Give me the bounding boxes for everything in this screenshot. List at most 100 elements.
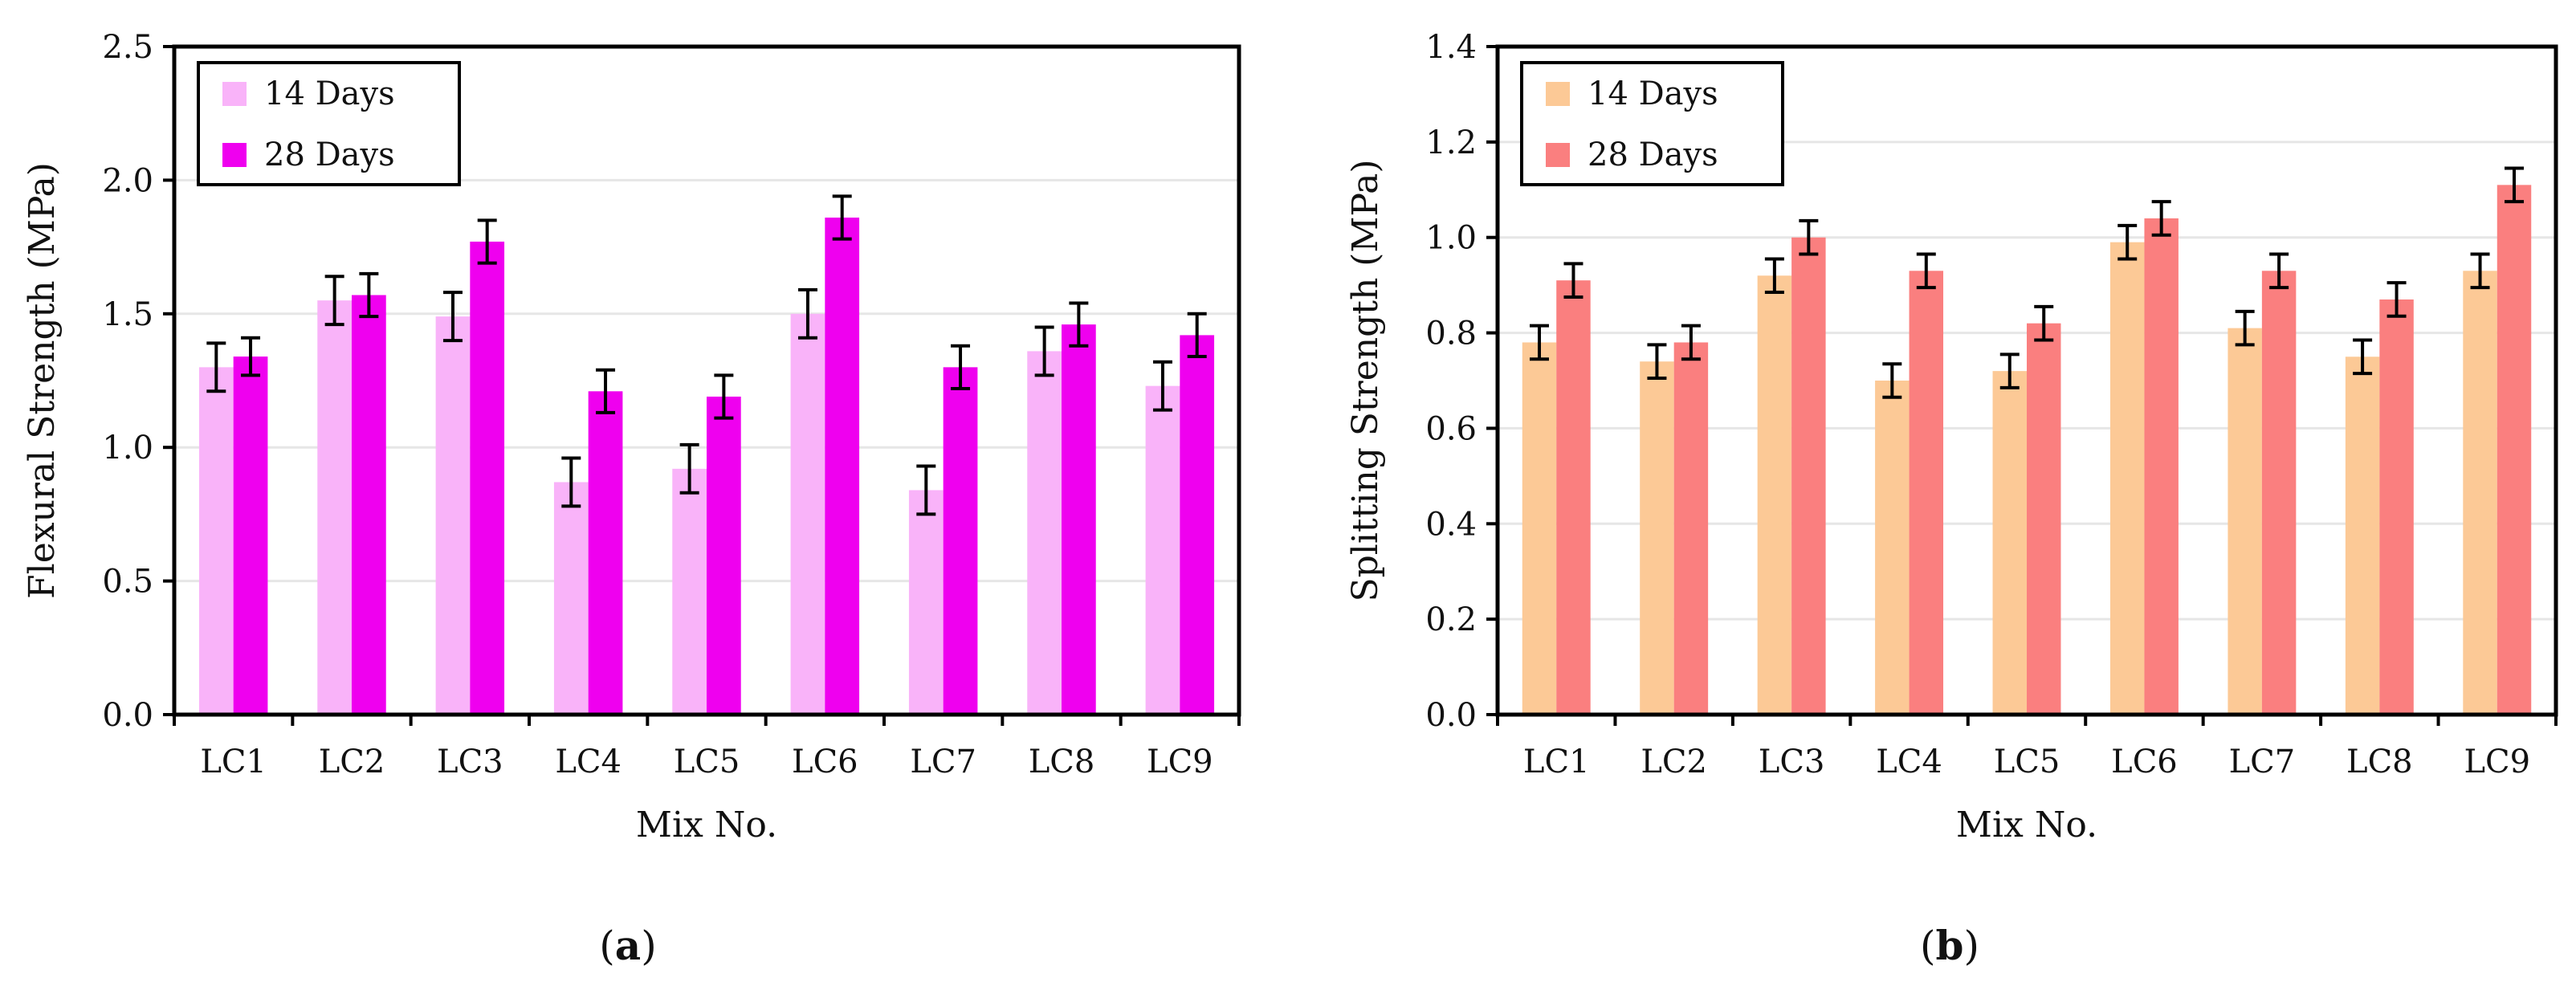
- x-tick-label-lc5: LC5: [1994, 744, 2060, 780]
- bar-lc9-28-days: [1180, 335, 1215, 715]
- bar-lc1-28-days: [233, 357, 268, 715]
- bar-lc1-14-days: [198, 367, 234, 715]
- bar-lc7-14-days: [2228, 328, 2262, 715]
- legend-a: 14 Days 28 Days: [197, 61, 461, 186]
- bar-lc4-28-days: [588, 391, 623, 715]
- error-bar-lc3-14-days: [442, 291, 463, 343]
- x-tick-label-lc7: LC7: [910, 744, 976, 780]
- error-bar-lc3-28-days: [477, 218, 497, 265]
- error-bar-lc9-14-days: [2470, 252, 2490, 290]
- error-bar-lc1-14-days: [206, 341, 226, 393]
- x-tick-label-lc2: LC2: [1641, 744, 1707, 780]
- error-bar-lc1-28-days: [241, 336, 261, 377]
- y-tick-label-b: 0.2: [1425, 601, 1477, 638]
- error-bar-lc7-28-days: [951, 344, 971, 390]
- chart-panel-a: 0.0 0.5 1.0 1.5 2.0 2.5 LC1 LC2 LC3 LC4 LC5 LC6 LC7…: [22, 29, 1241, 969]
- x-tick-label-lc9: LC9: [1147, 744, 1213, 780]
- error-bar-lc7-28-days: [2269, 252, 2289, 290]
- x-tick-label-lc7: LC7: [2229, 744, 2296, 780]
- y-tick-label-a: 1.5: [102, 296, 153, 333]
- panel-caption-a: (a): [599, 922, 656, 969]
- bar-lc8-28-days: [1062, 324, 1096, 715]
- legend-label-28-days-a: 28 Days: [264, 136, 395, 173]
- error-bar-lc8-14-days: [2353, 338, 2373, 376]
- bar-lc8-14-days: [2345, 357, 2380, 715]
- bar-lc9-28-days: [2497, 185, 2532, 715]
- y-tick-label-a: 2.5: [102, 29, 153, 66]
- bar-lc2-28-days: [352, 295, 386, 715]
- bar-lc4-14-days: [1875, 381, 1910, 715]
- legend-swatch-14-days-a: [222, 82, 247, 106]
- chart-panel-b: 0.0 0.2 0.4 0.6 0.8 1.0 1.2 1.4 LC1 LC2 LC3 LC4 LC5…: [1345, 29, 2558, 969]
- bar-lc1-28-days: [1556, 280, 1591, 715]
- plot-frame-b: [1495, 44, 2558, 717]
- bar-lc7-28-days: [2261, 271, 2297, 715]
- bar-lc9-14-days: [2463, 271, 2497, 715]
- x-tick-label-lc2: LC2: [319, 744, 385, 780]
- bar-lc7-14-days: [908, 490, 944, 715]
- error-bar-lc2-14-days: [1647, 343, 1667, 381]
- x-axis-label-a: Mix No.: [636, 805, 777, 845]
- y-tick-label-a: 2.0: [102, 162, 153, 199]
- bar-lc6-28-days: [825, 217, 860, 715]
- error-bar-lc8-14-days: [1034, 325, 1054, 377]
- bar-lc4-14-days: [553, 482, 589, 715]
- y-tick-label-a: 0.0: [102, 697, 153, 734]
- panel-caption-b: (b): [1920, 922, 1979, 969]
- error-bar-lc9-14-days: [1152, 360, 1172, 412]
- error-bar-lc5-28-days: [714, 373, 734, 420]
- bar-lc2-14-days: [317, 300, 352, 715]
- y-axis-label-a: Flexural Strength (MPa): [22, 162, 63, 599]
- legend-b: 14 Days 28 Days: [1520, 61, 1784, 186]
- y-axis-label-b: Splitting Strength (MPa): [1345, 159, 1386, 601]
- x-tick-label-lc9: LC9: [2464, 744, 2530, 780]
- error-bar-lc3-28-days: [1799, 218, 1819, 256]
- x-tick-label-lc6: LC6: [2111, 744, 2178, 780]
- bar-lc8-14-days: [1027, 351, 1062, 715]
- x-tick-label-lc8: LC8: [2346, 744, 2413, 780]
- error-bars-a: [206, 194, 1207, 516]
- bar-lc6-14-days: [790, 313, 825, 715]
- error-bar-lc6-14-days: [797, 287, 817, 340]
- bar-lc5-14-days: [1992, 371, 2027, 715]
- error-bar-lc5-14-days: [679, 442, 699, 495]
- bar-lc3-14-days: [435, 316, 471, 715]
- x-tick-label-lc8: LC8: [1029, 744, 1095, 780]
- error-bar-lc2-14-days: [324, 275, 344, 327]
- error-bar-lc2-28-days: [1681, 324, 1701, 361]
- bar-lc5-28-days: [2027, 323, 2061, 715]
- legend-swatch-28-days-b: [1546, 143, 1570, 167]
- x-tick-label-lc5: LC5: [674, 744, 740, 780]
- bar-lc7-28-days: [943, 367, 978, 715]
- error-bars-b: [1529, 166, 2525, 399]
- legend-label-28-days-b: 28 Days: [1588, 136, 1718, 173]
- legend-label-14-days-a: 14 Days: [264, 75, 395, 112]
- error-bar-lc8-28-days: [2386, 281, 2407, 318]
- x-ticks-a: LC1 LC2 LC3 LC4 LC5 LC6 LC7 LC8 LC9: [173, 715, 1241, 780]
- bar-lc2-28-days: [1673, 342, 1709, 715]
- panel-caption-letter-a: a: [615, 922, 641, 969]
- error-bar-lc5-14-days: [1999, 352, 2020, 389]
- x-tick-label-lc1: LC1: [1523, 744, 1590, 780]
- error-bar-lc9-28-days: [2505, 166, 2525, 204]
- bar-lc3-28-days: [470, 241, 505, 715]
- bar-lc5-28-days: [707, 396, 741, 715]
- y-tick-label-b: 0.8: [1425, 316, 1477, 352]
- error-bar-lc4-28-days: [596, 368, 616, 414]
- legend-label-14-days-b: 14 Days: [1588, 75, 1718, 112]
- error-bar-lc3-14-days: [1764, 257, 1784, 295]
- error-bar-lc8-28-days: [1069, 301, 1089, 348]
- error-bar-lc4-14-days: [1882, 362, 1902, 399]
- bar-lc6-14-days: [2109, 242, 2145, 715]
- error-bar-lc6-28-days: [832, 194, 852, 241]
- bar-lc1-14-days: [1522, 342, 1557, 715]
- error-bar-lc5-28-days: [2034, 304, 2054, 342]
- bar-lc8-28-days: [2379, 299, 2414, 715]
- y-ticks-a: 0.0 0.5 1.0 1.5 2.0 2.5: [102, 29, 174, 734]
- error-bar-lc1-14-days: [1529, 324, 1549, 361]
- x-tick-label-lc3: LC3: [1759, 744, 1825, 780]
- x-tick-label-lc6: LC6: [792, 744, 858, 780]
- x-tick-label-lc3: LC3: [437, 744, 503, 780]
- bar-lc2-14-days: [1640, 361, 1674, 715]
